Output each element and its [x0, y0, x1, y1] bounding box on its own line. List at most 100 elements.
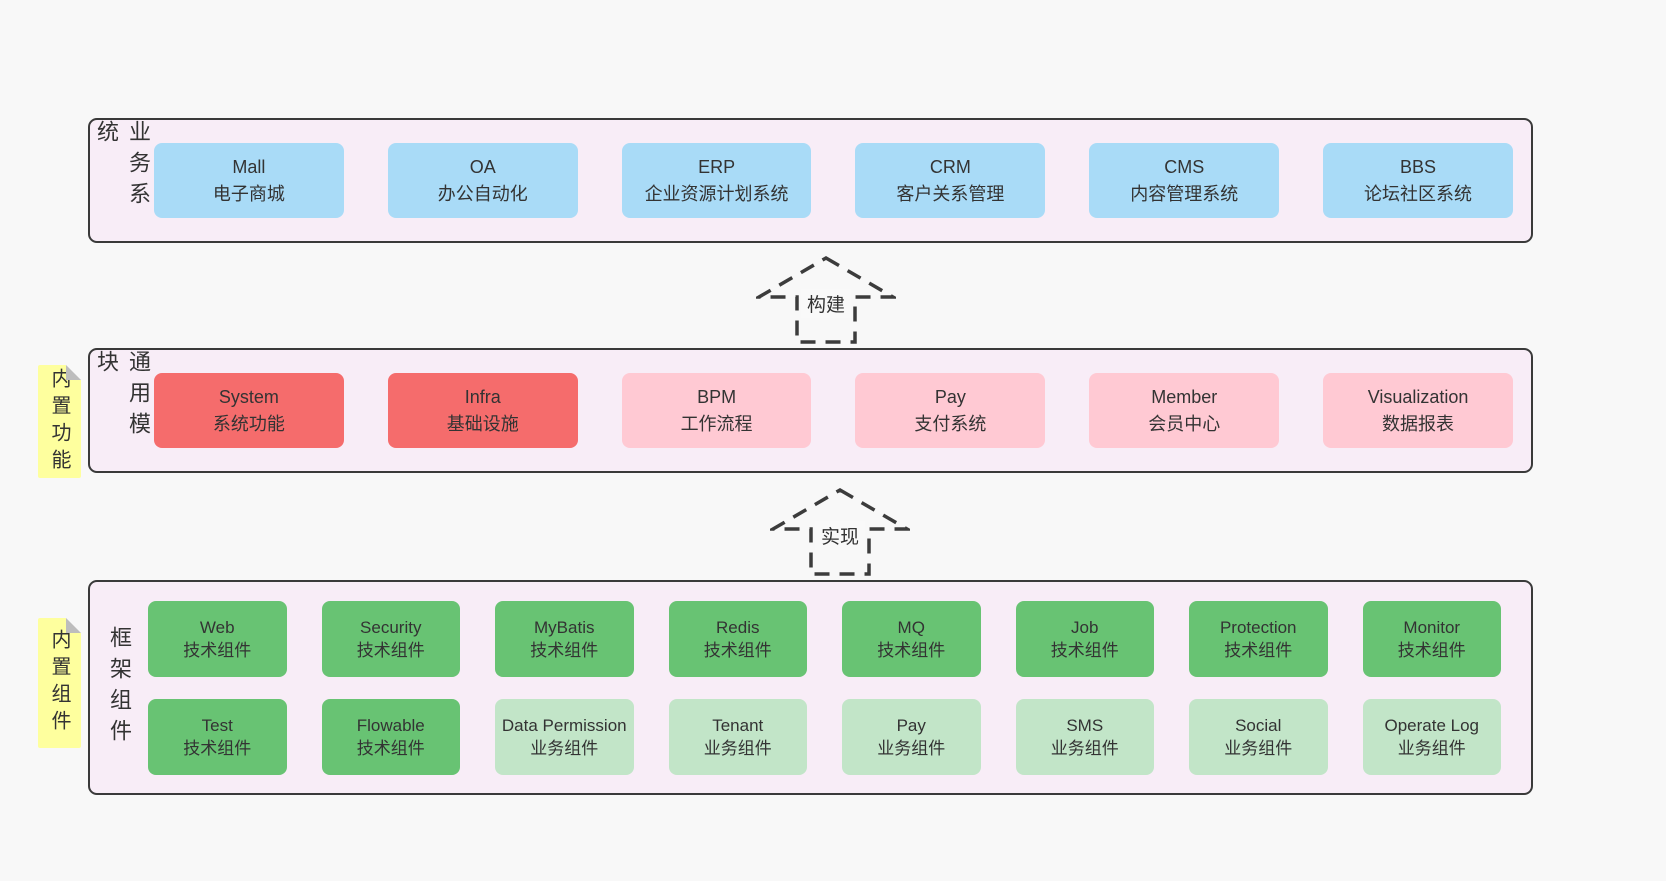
build-arrow: 构建: [756, 255, 896, 345]
module-box-visualization: Visualization 数据报表: [1323, 373, 1513, 448]
framework-components-grid: Web 技术组件 Security 技术组件 MyBatis 技术组件 Redi…: [148, 600, 1531, 775]
module-desc: 系统功能: [212, 413, 285, 434]
component-desc: 技术组件: [183, 640, 252, 660]
component-name: Data Permission: [501, 715, 627, 735]
build-arrow-label: 构建: [800, 289, 852, 318]
common-modules-row: System 系统功能 Infra 基础设施 BPM 工作流程 Pay 支付系统…: [154, 373, 1531, 448]
component-name: MQ: [897, 617, 925, 637]
component-desc: 技术组件: [530, 640, 599, 660]
layer-business-systems: 业务系统 Mall 电子商城 OA 办公自动化 ERP 企业资源计划系统 CRM…: [88, 118, 1533, 243]
component-box-redis: Redis 技术组件: [668, 600, 807, 677]
module-desc: 内容管理系统: [1130, 183, 1239, 204]
module-name: BPM: [697, 386, 737, 407]
component-desc: 业务组件: [530, 738, 599, 758]
component-desc: 业务组件: [1050, 738, 1119, 758]
component-box-mq: MQ 技术组件: [842, 600, 981, 677]
component-name: Flowable: [356, 715, 425, 735]
component-name: Redis: [716, 617, 760, 637]
component-name: Web: [199, 617, 235, 637]
module-name: Mall: [232, 156, 266, 177]
module-box-mall: Mall 电子商城: [154, 143, 344, 218]
layer-label-framework-components: 框架组件: [90, 582, 148, 793]
layer-label-text: 通用模块: [94, 350, 151, 443]
component-name: SMS: [1066, 715, 1104, 735]
module-box-member: Member 会员中心: [1089, 373, 1280, 448]
component-box-job: Job 技术组件: [1015, 600, 1154, 677]
component-name: Tenant: [712, 715, 764, 735]
component-desc: 技术组件: [1224, 640, 1293, 660]
component-box-protection: Protection 技术组件: [1189, 600, 1328, 677]
component-box-test: Test 技术组件: [148, 698, 287, 775]
folded-corner-icon: [66, 365, 81, 380]
component-name: Pay: [896, 715, 926, 735]
component-desc: 业务组件: [1397, 738, 1466, 758]
module-desc: 办公自动化: [437, 183, 528, 204]
module-name: ERP: [698, 156, 736, 177]
layer-label-common-modules: 通用模块: [90, 350, 154, 471]
component-name: Protection: [1219, 617, 1297, 637]
component-desc: 技术组件: [356, 640, 425, 660]
business-systems-row: Mall 电子商城 OA 办公自动化 ERP 企业资源计划系统 CRM 客户关系…: [154, 143, 1531, 218]
component-box-sms: SMS 业务组件: [1015, 698, 1154, 775]
component-name: Operate Log: [1384, 715, 1479, 735]
component-desc: 技术组件: [877, 640, 946, 660]
module-box-crm: CRM 客户关系管理: [855, 143, 1046, 218]
component-box-security: Security 技术组件: [321, 600, 460, 677]
component-box-data-permission: Data Permission 业务组件: [495, 698, 634, 775]
component-name: MyBatis: [534, 617, 595, 637]
component-box-flowable: Flowable 技术组件: [321, 698, 460, 775]
module-box-infra: Infra 基础设施: [387, 373, 578, 448]
module-name: CMS: [1164, 156, 1205, 177]
layer-framework-components: 框架组件 Web 技术组件 Security 技术组件 MyBatis 技术组件…: [88, 580, 1533, 795]
module-box-bbs: BBS 论坛社区系统: [1323, 143, 1513, 218]
sticky-note-built-in-functions: 内置功能: [38, 365, 81, 478]
component-desc: 技术组件: [356, 738, 425, 758]
module-name: CRM: [929, 156, 971, 177]
module-box-oa: OA 办公自动化: [387, 143, 578, 218]
component-name: Monitor: [1403, 617, 1461, 637]
sticky-note-text: 内置功能: [48, 367, 70, 476]
component-box-operate-log: Operate Log 业务组件: [1362, 698, 1501, 775]
component-desc: 业务组件: [1224, 738, 1293, 758]
module-desc: 电子商城: [212, 183, 285, 204]
module-desc: 会员中心: [1148, 413, 1221, 434]
sticky-note-text: 内置组件: [48, 629, 70, 737]
module-name: OA: [469, 156, 496, 177]
layer-label-text: 框架组件: [107, 625, 132, 750]
module-name: Pay: [934, 386, 966, 407]
layer-label-text: 业务系统: [94, 120, 151, 213]
module-desc: 数据报表: [1382, 413, 1455, 434]
component-box-tenant: Tenant 业务组件: [668, 698, 807, 775]
component-name: Social: [1235, 715, 1282, 735]
module-name: System: [218, 386, 279, 407]
implement-arrow-label: 实现: [814, 521, 866, 550]
module-desc: 基础设施: [446, 413, 519, 434]
component-box-mybatis: MyBatis 技术组件: [495, 600, 634, 677]
component-box-pay: Pay 业务组件: [842, 698, 981, 775]
up-arrow-icon: [756, 255, 896, 344]
implement-arrow: 实现: [770, 487, 910, 577]
module-box-system: System 系统功能: [154, 373, 344, 448]
up-arrow-icon: [770, 487, 910, 576]
module-box-bpm: BPM 工作流程: [621, 373, 812, 448]
component-name: Security: [360, 617, 422, 637]
module-desc: 客户关系管理: [896, 183, 1005, 204]
module-name: BBS: [1400, 156, 1437, 177]
module-desc: 论坛社区系统: [1364, 183, 1473, 204]
layer-label-business-systems: 业务系统: [90, 120, 154, 241]
folded-corner-icon: [66, 618, 81, 633]
module-desc: 支付系统: [914, 413, 987, 434]
module-box-erp: ERP 企业资源计划系统: [621, 143, 812, 218]
module-desc: 工作流程: [680, 413, 753, 434]
component-desc: 业务组件: [703, 738, 772, 758]
module-desc: 企业资源计划系统: [644, 183, 789, 204]
component-desc: 技术组件: [703, 640, 772, 660]
module-name: Visualization: [1367, 386, 1469, 407]
layer-common-modules: 通用模块 System 系统功能 Infra 基础设施 BPM 工作流程 Pay…: [88, 348, 1533, 473]
sticky-note-built-in-components: 内置组件: [38, 618, 81, 748]
module-box-cms: CMS 内容管理系统: [1089, 143, 1280, 218]
component-desc: 技术组件: [183, 738, 252, 758]
component-desc: 业务组件: [877, 738, 946, 758]
component-box-web: Web 技术组件: [148, 600, 287, 677]
module-name: Infra: [464, 386, 501, 407]
